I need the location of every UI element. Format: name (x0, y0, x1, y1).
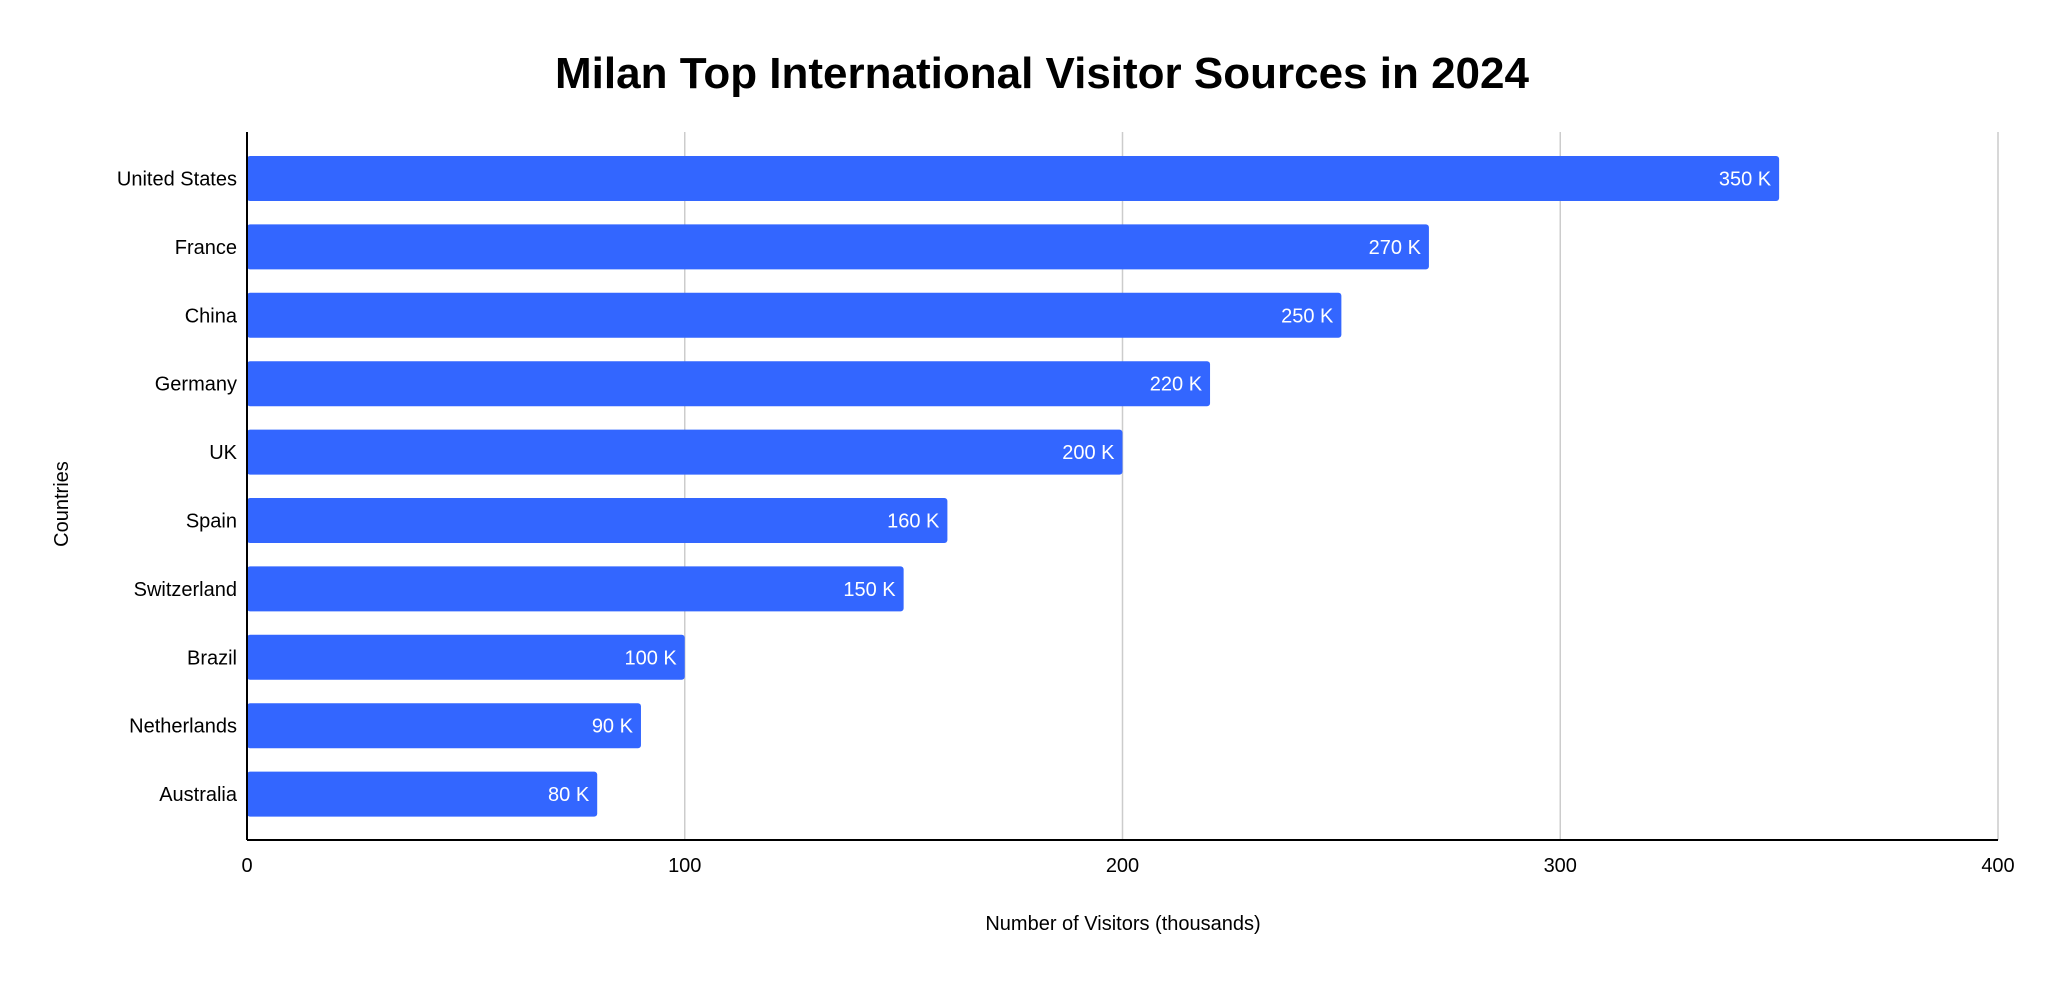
bar (247, 498, 948, 543)
x-tick-label: 0 (241, 855, 252, 877)
data-label: 160 K (887, 511, 940, 533)
data-label: 150 K (843, 579, 896, 601)
x-tick-label: 200 (1106, 855, 1139, 877)
data-label: 220 K (1150, 374, 1203, 396)
chart-title: Milan Top International Visitor Sources … (555, 49, 1529, 98)
bar (247, 156, 1780, 201)
axes (246, 132, 1998, 841)
bar (247, 771, 598, 817)
data-label: 250 K (1281, 305, 1334, 327)
x-tick-label: 300 (1544, 855, 1577, 877)
data-label: 350 K (1719, 169, 1772, 191)
x-tick-label: 100 (668, 855, 701, 877)
y-tick-label: France (175, 237, 237, 259)
data-labels: 350 K 270 K 250 K 220 K 200 K 160 K 150 K 100 K… (548, 169, 1772, 807)
y-tick-label: Spain (186, 511, 237, 533)
y-tick-label: Australia (159, 784, 238, 806)
data-label: 90 K (592, 716, 634, 738)
data-label: 100 K (624, 647, 677, 669)
y-tick-label: Switzerland (134, 579, 237, 601)
x-tick-label: 400 (1981, 855, 2014, 877)
y-axis-tick-labels: United States France China Germany UK Spain Sw… (117, 169, 238, 807)
bar (247, 566, 904, 612)
y-tick-label: Brazil (187, 647, 237, 669)
bar (247, 703, 641, 749)
data-label: 270 K (1369, 237, 1422, 259)
y-tick-label: United States (117, 169, 237, 191)
y-tick-label: Netherlands (129, 716, 237, 738)
y-tick-label: China (185, 305, 238, 327)
y-axis-title: Countries (51, 461, 73, 547)
y-tick-label: Germany (155, 374, 237, 396)
x-axis-title: Number of Visitors (thousands) (985, 913, 1260, 935)
bar (247, 224, 1429, 270)
bar (247, 429, 1123, 475)
data-label: 200 K (1062, 442, 1115, 464)
bars (247, 156, 1780, 817)
bar (247, 361, 1211, 407)
y-tick-label: UK (209, 442, 237, 464)
bar (247, 292, 1342, 338)
data-label: 80 K (548, 784, 590, 806)
x-axis-tick-labels: 0 100 200 300 400 (241, 855, 2014, 877)
bar (247, 634, 685, 680)
